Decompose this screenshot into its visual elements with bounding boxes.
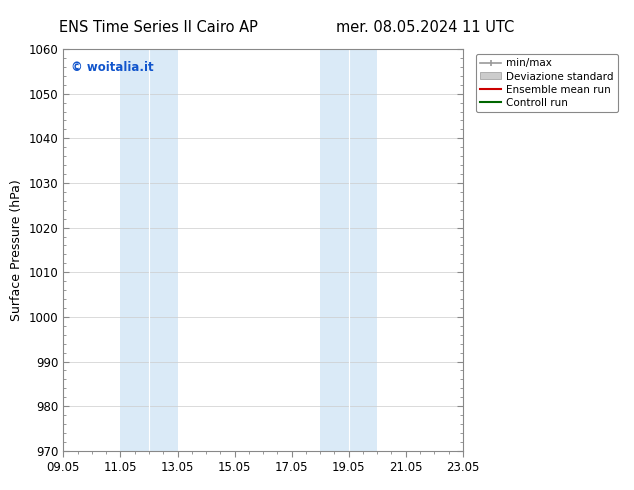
- Bar: [149, 49, 178, 451]
- Y-axis label: Surface Pressure (hPa): Surface Pressure (hPa): [10, 179, 23, 321]
- Bar: [120, 49, 149, 451]
- Text: © woitalia.it: © woitalia.it: [72, 61, 154, 74]
- Text: mer. 08.05.2024 11 UTC: mer. 08.05.2024 11 UTC: [335, 20, 514, 35]
- Legend: min/max, Deviazione standard, Ensemble mean run, Controll run: min/max, Deviazione standard, Ensemble m…: [476, 54, 618, 112]
- Text: ENS Time Series Il Cairo AP: ENS Time Series Il Cairo AP: [59, 20, 258, 35]
- Bar: [349, 49, 377, 451]
- Bar: [320, 49, 349, 451]
